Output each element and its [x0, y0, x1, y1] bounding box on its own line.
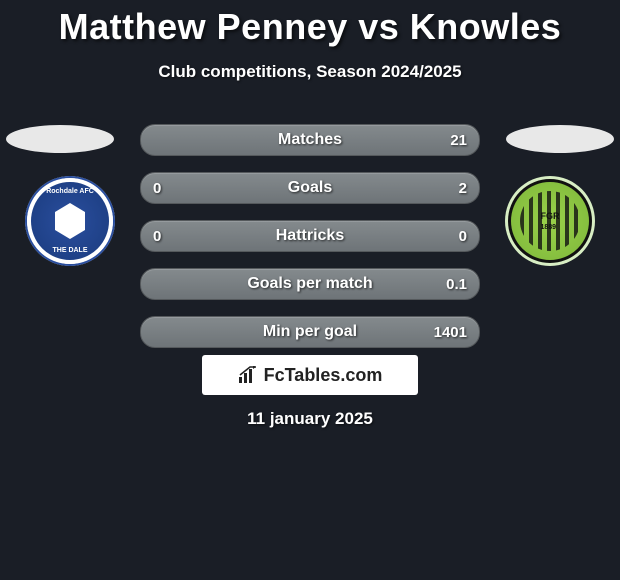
stat-row-matches: Matches 21 [140, 124, 480, 156]
chart-bars-icon [238, 366, 260, 384]
stat-label: Goals per match [247, 275, 372, 293]
forest-green-crest-icon: FGR 1889 [508, 179, 592, 263]
club-left-name: Rochdale AFC [46, 188, 94, 195]
stat-right-value: 21 [450, 132, 467, 149]
club-badge-right: FGR 1889 [505, 176, 595, 266]
club-left-subtitle: THE DALE [53, 247, 88, 254]
stats-panel: Matches 21 0 Goals 2 0 Hattricks 0 Goals… [140, 124, 480, 364]
stat-row-hattricks: 0 Hattricks 0 [140, 220, 480, 252]
stat-label: Matches [278, 131, 342, 149]
player-photo-placeholder-right [506, 125, 614, 153]
page-title: Matthew Penney vs Knowles [0, 0, 620, 48]
brand-text: FcTables.com [264, 365, 383, 386]
player-photo-placeholder-left [6, 125, 114, 153]
stat-label: Hattricks [276, 227, 344, 245]
comparison-infographic: Matthew Penney vs Knowles Club competiti… [0, 0, 620, 580]
stat-right-value: 1401 [434, 324, 467, 341]
brand-box: FcTables.com [202, 355, 418, 395]
club-badge-left: Rochdale AFC THE DALE [25, 176, 115, 266]
stat-row-goals-per-match: Goals per match 0.1 [140, 268, 480, 300]
stat-right-value: 2 [459, 180, 467, 197]
stat-right-value: 0 [459, 228, 467, 245]
stat-left-value: 0 [153, 180, 161, 197]
stat-label: Min per goal [263, 323, 357, 341]
stat-label: Goals [288, 179, 332, 197]
stat-left-value: 0 [153, 228, 161, 245]
stat-row-min-per-goal: Min per goal 1401 [140, 316, 480, 348]
club-right-short: FGR 1889 [541, 211, 560, 231]
stat-row-goals: 0 Goals 2 [140, 172, 480, 204]
stat-right-value: 0.1 [446, 276, 467, 293]
date-text: 11 january 2025 [0, 409, 620, 429]
rochdale-crest-icon: Rochdale AFC THE DALE [27, 178, 113, 264]
page-subtitle: Club competitions, Season 2024/2025 [0, 62, 620, 82]
